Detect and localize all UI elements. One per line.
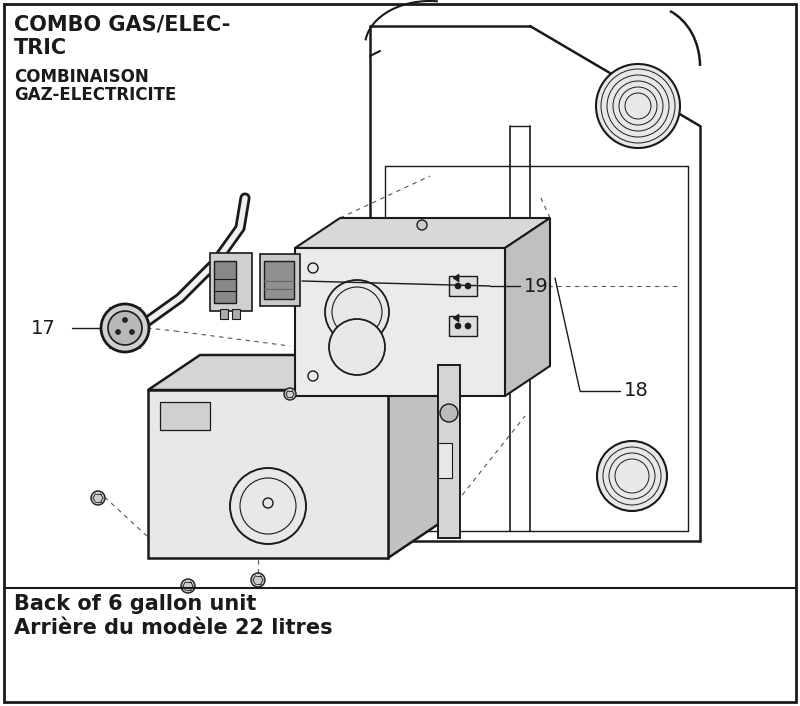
Circle shape [455, 283, 461, 289]
Circle shape [596, 64, 680, 148]
Bar [232, 309, 240, 319]
Circle shape [130, 330, 134, 335]
Bar [295, 248, 505, 396]
Circle shape [251, 573, 265, 587]
Polygon shape [295, 218, 550, 248]
Bar [220, 309, 228, 319]
Bar [160, 402, 210, 430]
Polygon shape [388, 355, 440, 558]
Circle shape [325, 280, 389, 344]
Circle shape [417, 220, 427, 230]
Text: Arrière du modèle 22 litres: Arrière du modèle 22 litres [14, 618, 333, 638]
Circle shape [465, 283, 471, 289]
Bar [260, 254, 300, 306]
Circle shape [181, 579, 195, 593]
Text: 17: 17 [31, 318, 56, 337]
Text: Back of 6 gallon unit: Back of 6 gallon unit [14, 594, 256, 614]
Circle shape [440, 404, 458, 422]
Polygon shape [505, 218, 550, 396]
Text: COMBO GAS/ELEC-: COMBO GAS/ELEC- [14, 14, 230, 34]
Polygon shape [438, 365, 460, 538]
Text: 18: 18 [624, 381, 649, 400]
Text: GAZ-ELECTRICITE: GAZ-ELECTRICITE [14, 86, 176, 104]
Circle shape [465, 323, 471, 329]
Circle shape [329, 319, 385, 375]
Bar [449, 276, 477, 296]
Text: TRIC: TRIC [14, 38, 67, 58]
Bar [438, 443, 452, 478]
Bar [214, 261, 236, 303]
Bar [110, 308, 140, 348]
Text: COMBINAISON: COMBINAISON [14, 68, 149, 86]
Polygon shape [148, 355, 440, 390]
Circle shape [101, 304, 149, 352]
Text: 19: 19 [524, 277, 549, 296]
Bar [264, 261, 294, 299]
Bar [449, 316, 477, 336]
Polygon shape [453, 274, 459, 282]
Circle shape [115, 330, 121, 335]
Circle shape [91, 491, 105, 505]
Circle shape [455, 323, 461, 329]
Bar [210, 253, 252, 311]
Circle shape [122, 318, 127, 323]
Circle shape [284, 388, 296, 400]
Circle shape [108, 311, 142, 345]
Circle shape [597, 441, 667, 511]
Bar [148, 390, 388, 558]
Polygon shape [453, 314, 459, 322]
